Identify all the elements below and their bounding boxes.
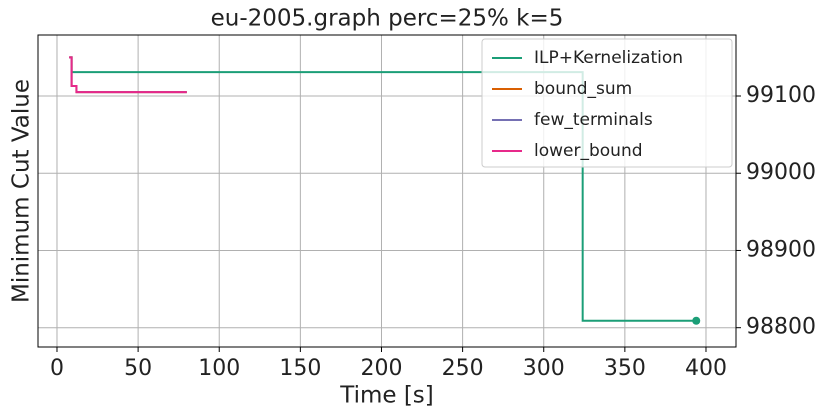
x-tick-label: 250 xyxy=(442,356,484,381)
x-tick-label: 100 xyxy=(198,356,240,381)
chart-title: eu-2005.graph perc=25% k=5 xyxy=(211,6,564,32)
plot-frame xyxy=(37,34,737,348)
series-line xyxy=(69,56,187,94)
y-tick-label: 99100 xyxy=(746,83,816,108)
x-tick-label: 350 xyxy=(604,356,646,381)
x-tick-label: 50 xyxy=(124,356,152,381)
y-tick-label: 98800 xyxy=(746,315,816,340)
end-marker xyxy=(692,316,701,325)
x-tick-label: 200 xyxy=(360,356,402,381)
x-axis-label: Time [s] xyxy=(339,383,434,409)
series-line xyxy=(69,56,187,94)
y-tick-label: 99000 xyxy=(746,160,816,185)
legend-label: lower_bound xyxy=(534,141,643,161)
legend-label: few_terminals xyxy=(534,110,653,130)
legend-box xyxy=(481,38,733,168)
x-tick-label: 400 xyxy=(685,356,727,381)
x-tick-label: 150 xyxy=(279,356,321,381)
x-tick-label: 0 xyxy=(50,356,64,381)
legend-label: bound_sum xyxy=(534,79,632,99)
x-tick-label: 300 xyxy=(523,356,565,381)
series-line xyxy=(69,56,187,94)
y-axis-label: Minimum Cut Value xyxy=(9,79,35,303)
y-tick-label: 98900 xyxy=(746,237,816,262)
legend-label: ILP+Kernelization xyxy=(534,48,683,68)
